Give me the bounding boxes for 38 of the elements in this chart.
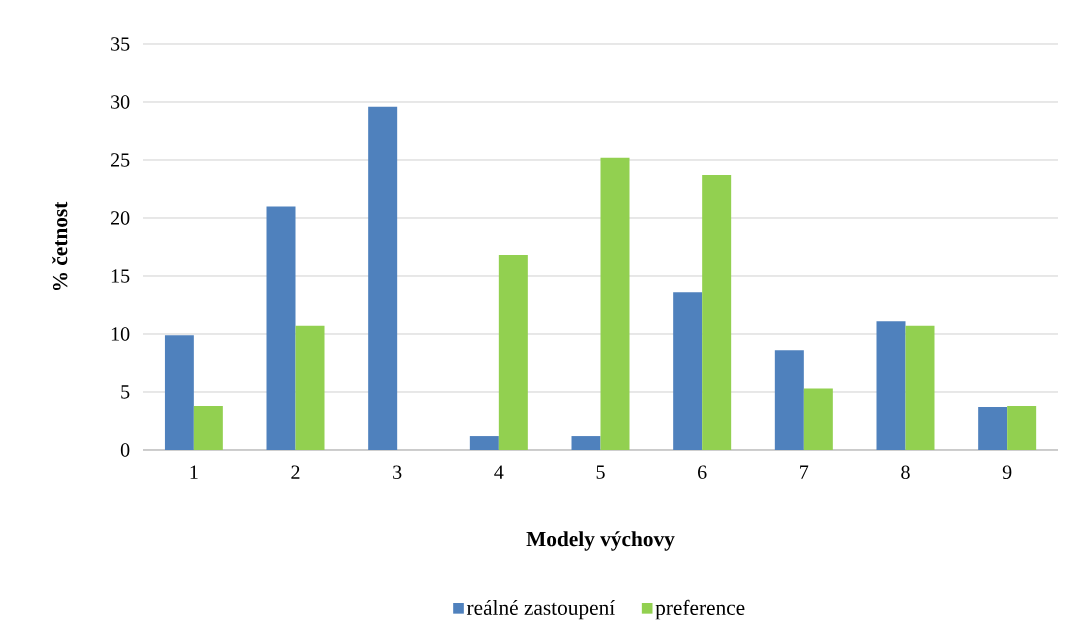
bar — [164, 335, 194, 450]
y-tick-label: 30 — [111, 95, 130, 109]
bar — [876, 321, 906, 450]
x-tick-label: 3 — [393, 465, 402, 479]
y-tick-label: 20 — [111, 211, 130, 225]
x-tick-label: 5 — [596, 465, 605, 479]
legend-label: reálné zastoupení — [466, 599, 615, 620]
y-tick-label: 25 — [111, 153, 130, 167]
bar — [774, 350, 804, 450]
y-tick-label: 0 — [120, 443, 130, 457]
y-tick-label: 10 — [111, 327, 130, 341]
bar — [673, 292, 703, 450]
bar — [803, 388, 833, 450]
bar — [193, 405, 223, 450]
bar — [571, 436, 601, 450]
bar — [978, 407, 1008, 450]
bar — [1007, 405, 1037, 450]
bar — [600, 157, 630, 450]
bar — [295, 325, 325, 450]
legend-label: preference — [655, 599, 745, 620]
x-tick-label: 2 — [291, 465, 300, 479]
y-axis-title: % četnost — [52, 201, 68, 291]
x-tick-label: 8 — [901, 465, 910, 480]
bar — [266, 206, 296, 450]
bar — [905, 325, 935, 450]
bar — [498, 255, 528, 450]
y-tick-label: 35 — [111, 37, 130, 51]
bar — [368, 106, 398, 450]
y-tick-label: 5 — [121, 385, 130, 399]
bar — [702, 175, 732, 450]
x-tick-label: 7 — [800, 465, 809, 479]
y-tick-label: 15 — [111, 269, 130, 283]
bar — [469, 436, 499, 450]
x-axis-title: Modely výchovy — [526, 531, 675, 551]
x-tick-label: 4 — [494, 465, 504, 479]
x-tick-label: 1 — [190, 465, 198, 479]
x-tick-label: 6 — [698, 465, 707, 479]
x-tick-label: 9 — [1002, 465, 1012, 479]
